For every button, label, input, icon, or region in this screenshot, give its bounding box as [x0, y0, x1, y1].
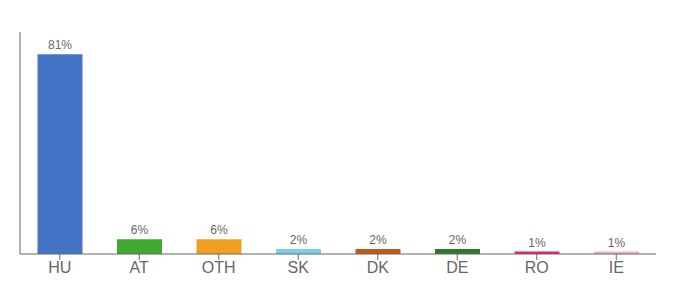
svg-text:2%: 2% [369, 233, 387, 247]
svg-text:DE: DE [446, 259, 468, 276]
svg-text:6%: 6% [131, 223, 149, 237]
svg-text:RO: RO [525, 259, 549, 276]
svg-text:1%: 1% [528, 236, 546, 250]
svg-text:AT: AT [130, 259, 149, 276]
svg-text:DK: DK [367, 259, 390, 276]
svg-text:81%: 81% [48, 38, 72, 52]
svg-text:6%: 6% [210, 223, 228, 237]
svg-text:OTH: OTH [202, 259, 236, 276]
svg-text:SK: SK [288, 259, 310, 276]
svg-text:1%: 1% [608, 236, 626, 250]
svg-text:2%: 2% [290, 233, 308, 247]
svg-text:HU: HU [48, 259, 71, 276]
svg-text:2%: 2% [449, 233, 467, 247]
svg-text:IE: IE [609, 259, 624, 276]
